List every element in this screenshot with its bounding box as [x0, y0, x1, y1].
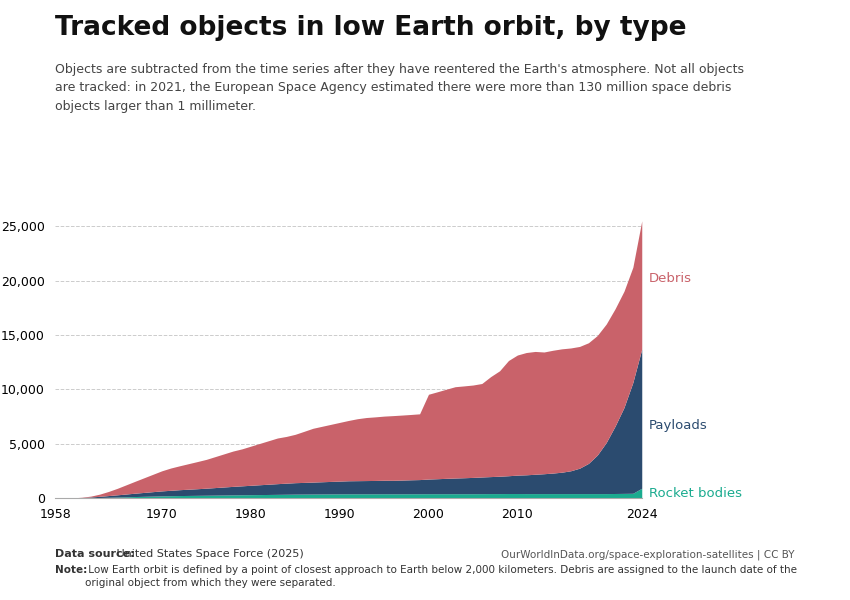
- Text: Debris: Debris: [649, 272, 692, 285]
- Text: Our World: Our World: [708, 25, 775, 38]
- Text: Rocket bodies: Rocket bodies: [649, 487, 742, 500]
- Text: Data source:: Data source:: [55, 549, 135, 559]
- Text: in Data: in Data: [717, 44, 766, 57]
- Text: Payloads: Payloads: [649, 419, 707, 432]
- Text: OurWorldInData.org/space-exploration-satellites | CC BY: OurWorldInData.org/space-exploration-sat…: [502, 549, 795, 559]
- Text: Note:: Note:: [55, 565, 88, 575]
- Text: United States Space Force (2025): United States Space Force (2025): [113, 549, 303, 559]
- Text: Low Earth orbit is defined by a point of closest approach to Earth below 2,000 k: Low Earth orbit is defined by a point of…: [85, 565, 797, 589]
- Text: Objects are subtracted from the time series after they have reentered the Earth': Objects are subtracted from the time ser…: [55, 63, 745, 113]
- Text: Tracked objects in low Earth orbit, by type: Tracked objects in low Earth orbit, by t…: [55, 15, 687, 41]
